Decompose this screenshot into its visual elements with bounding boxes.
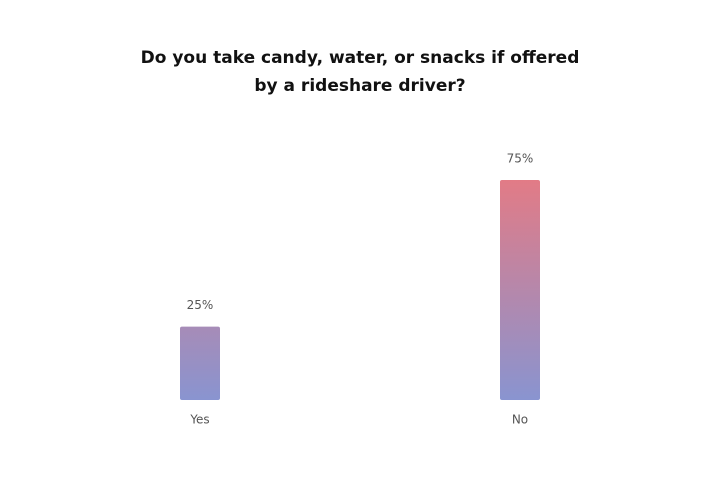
value-label: 25% [187,298,214,312]
value-label: 75% [507,152,534,166]
bar [500,180,540,400]
chart-title: Do you take candy, water, or snacks if o… [140,48,580,96]
x-tick-label: No [512,413,528,427]
x-tick-label: Yes [189,413,209,427]
bar [180,326,220,400]
